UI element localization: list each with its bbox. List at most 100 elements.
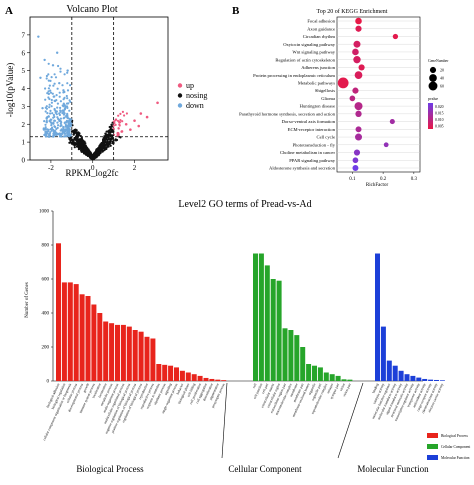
go-bar	[61, 282, 67, 381]
volcano-point-down	[68, 109, 71, 112]
volcano-point-down	[56, 87, 59, 90]
kegg-point	[389, 119, 395, 125]
volcano-point	[114, 123, 117, 126]
volcano-point-down	[60, 124, 63, 127]
go-bar	[253, 253, 258, 381]
volcano-point-down	[44, 87, 47, 90]
volcano-point	[117, 127, 120, 130]
volcano-y-tick-label: 2	[22, 121, 26, 129]
go-ylabel: Number of Genes	[25, 282, 30, 318]
volcano-point	[86, 152, 89, 155]
volcano-point	[121, 120, 124, 123]
volcano-point-down	[37, 35, 40, 38]
volcano-point-down	[44, 127, 47, 130]
go-bar	[317, 367, 323, 381]
kegg-color-legend-label: 0.005	[435, 125, 444, 129]
volcano-point	[68, 137, 71, 141]
kegg-point	[383, 142, 389, 148]
volcano-point-down	[47, 62, 50, 65]
volcano-point-down	[63, 73, 66, 76]
volcano-point-up	[116, 131, 120, 135]
volcano-point-down	[62, 105, 65, 108]
go-legend-swatch	[427, 433, 438, 438]
go-bar	[150, 338, 156, 381]
volcano-point-up	[133, 119, 136, 122]
volcano-point	[79, 134, 82, 137]
volcano-point-down	[50, 98, 53, 102]
volcano-point-up	[124, 122, 128, 126]
volcano-point	[114, 139, 118, 142]
volcano-point	[95, 154, 98, 157]
volcano-point-down	[62, 113, 66, 116]
panel-label-b: B	[232, 5, 240, 17]
kegg-x-tick-label: 0.2	[380, 177, 387, 182]
volcano-point	[107, 144, 110, 147]
kegg-category-label: Regulation of actin cytoskeleton	[275, 57, 335, 62]
volcano-xlabel: RPKM_log2fc	[65, 168, 118, 178]
volcano-point-down	[43, 120, 46, 123]
go-level2-bar-chart: Level2 GO terms of Pread-vs-Ad Number of…	[25, 199, 470, 474]
volcano-point	[109, 141, 112, 144]
go-bar	[132, 330, 138, 381]
volcano-point	[73, 146, 76, 149]
kegg-enrichment-plot: Top 20 of KEGG Enrichment RichFactor Foc…	[239, 8, 449, 188]
go-bar	[103, 321, 109, 381]
go-legend-swatch	[427, 455, 438, 460]
volcano-point-down	[66, 97, 69, 100]
kegg-category-label: Aldosterone synthesis and secretion	[269, 166, 336, 171]
volcano-point-down	[54, 110, 57, 113]
go-bar	[79, 294, 85, 381]
kegg-color-legend-label: 0.015	[435, 112, 444, 116]
volcano-x-tick-label: 2	[133, 164, 137, 172]
volcano-legend-label: nosing	[186, 91, 207, 100]
volcano-point-down	[59, 117, 63, 120]
panel-label-c: C	[5, 191, 13, 203]
volcano-point	[93, 153, 96, 156]
go-category-label: pigmentation	[209, 382, 220, 400]
volcano-point	[99, 147, 102, 150]
volcano-y-tick-label: 7	[22, 31, 26, 39]
volcano-point-down	[59, 67, 62, 70]
volcano-point-down	[68, 117, 71, 121]
kegg-size-legend-marker	[429, 74, 437, 82]
volcano-point-down	[45, 74, 49, 78]
volcano-point-up	[129, 128, 132, 131]
volcano-point	[119, 119, 122, 122]
volcano-point	[73, 141, 76, 144]
volcano-point	[75, 131, 78, 134]
go-bar	[185, 372, 191, 381]
kegg-size-legend-marker	[429, 66, 437, 74]
volcano-point	[88, 150, 91, 153]
volcano-y-tick-label: 1	[22, 139, 26, 147]
go-bar	[270, 279, 276, 381]
go-bar	[156, 364, 162, 381]
kegg-category-label: Glioma	[321, 96, 335, 101]
kegg-category-label: Parathyroid hormone synthesis, secretion…	[239, 111, 336, 117]
go-category-label: detoxification	[202, 382, 214, 401]
volcano-point	[77, 138, 80, 141]
go-bar	[410, 375, 416, 381]
kegg-point	[349, 95, 356, 102]
volcano-point-down	[54, 130, 57, 133]
volcano-point-down	[50, 105, 53, 108]
go-bar	[85, 296, 91, 381]
volcano-point-down	[47, 90, 50, 93]
volcano-point-down	[39, 76, 42, 79]
go-bar	[341, 379, 347, 381]
go-y-tick-label: 800	[42, 244, 50, 249]
go-category-label: membrane	[289, 382, 299, 397]
go-bar	[221, 380, 227, 381]
volcano-point-down	[59, 109, 62, 112]
volcano-title: Volcano Plot	[66, 4, 117, 15]
volcano-x-tick-label: -2	[48, 164, 54, 172]
volcano-point	[83, 147, 86, 150]
volcano-point	[83, 145, 87, 148]
volcano-point-down	[47, 79, 50, 82]
kegg-point	[354, 102, 363, 111]
volcano-point	[76, 134, 79, 137]
volcano-point-up	[145, 115, 149, 119]
go-legend-swatch	[427, 444, 438, 449]
kegg-point	[353, 40, 361, 48]
volcano-point-down	[45, 128, 49, 131]
volcano-point-down	[47, 92, 51, 96]
